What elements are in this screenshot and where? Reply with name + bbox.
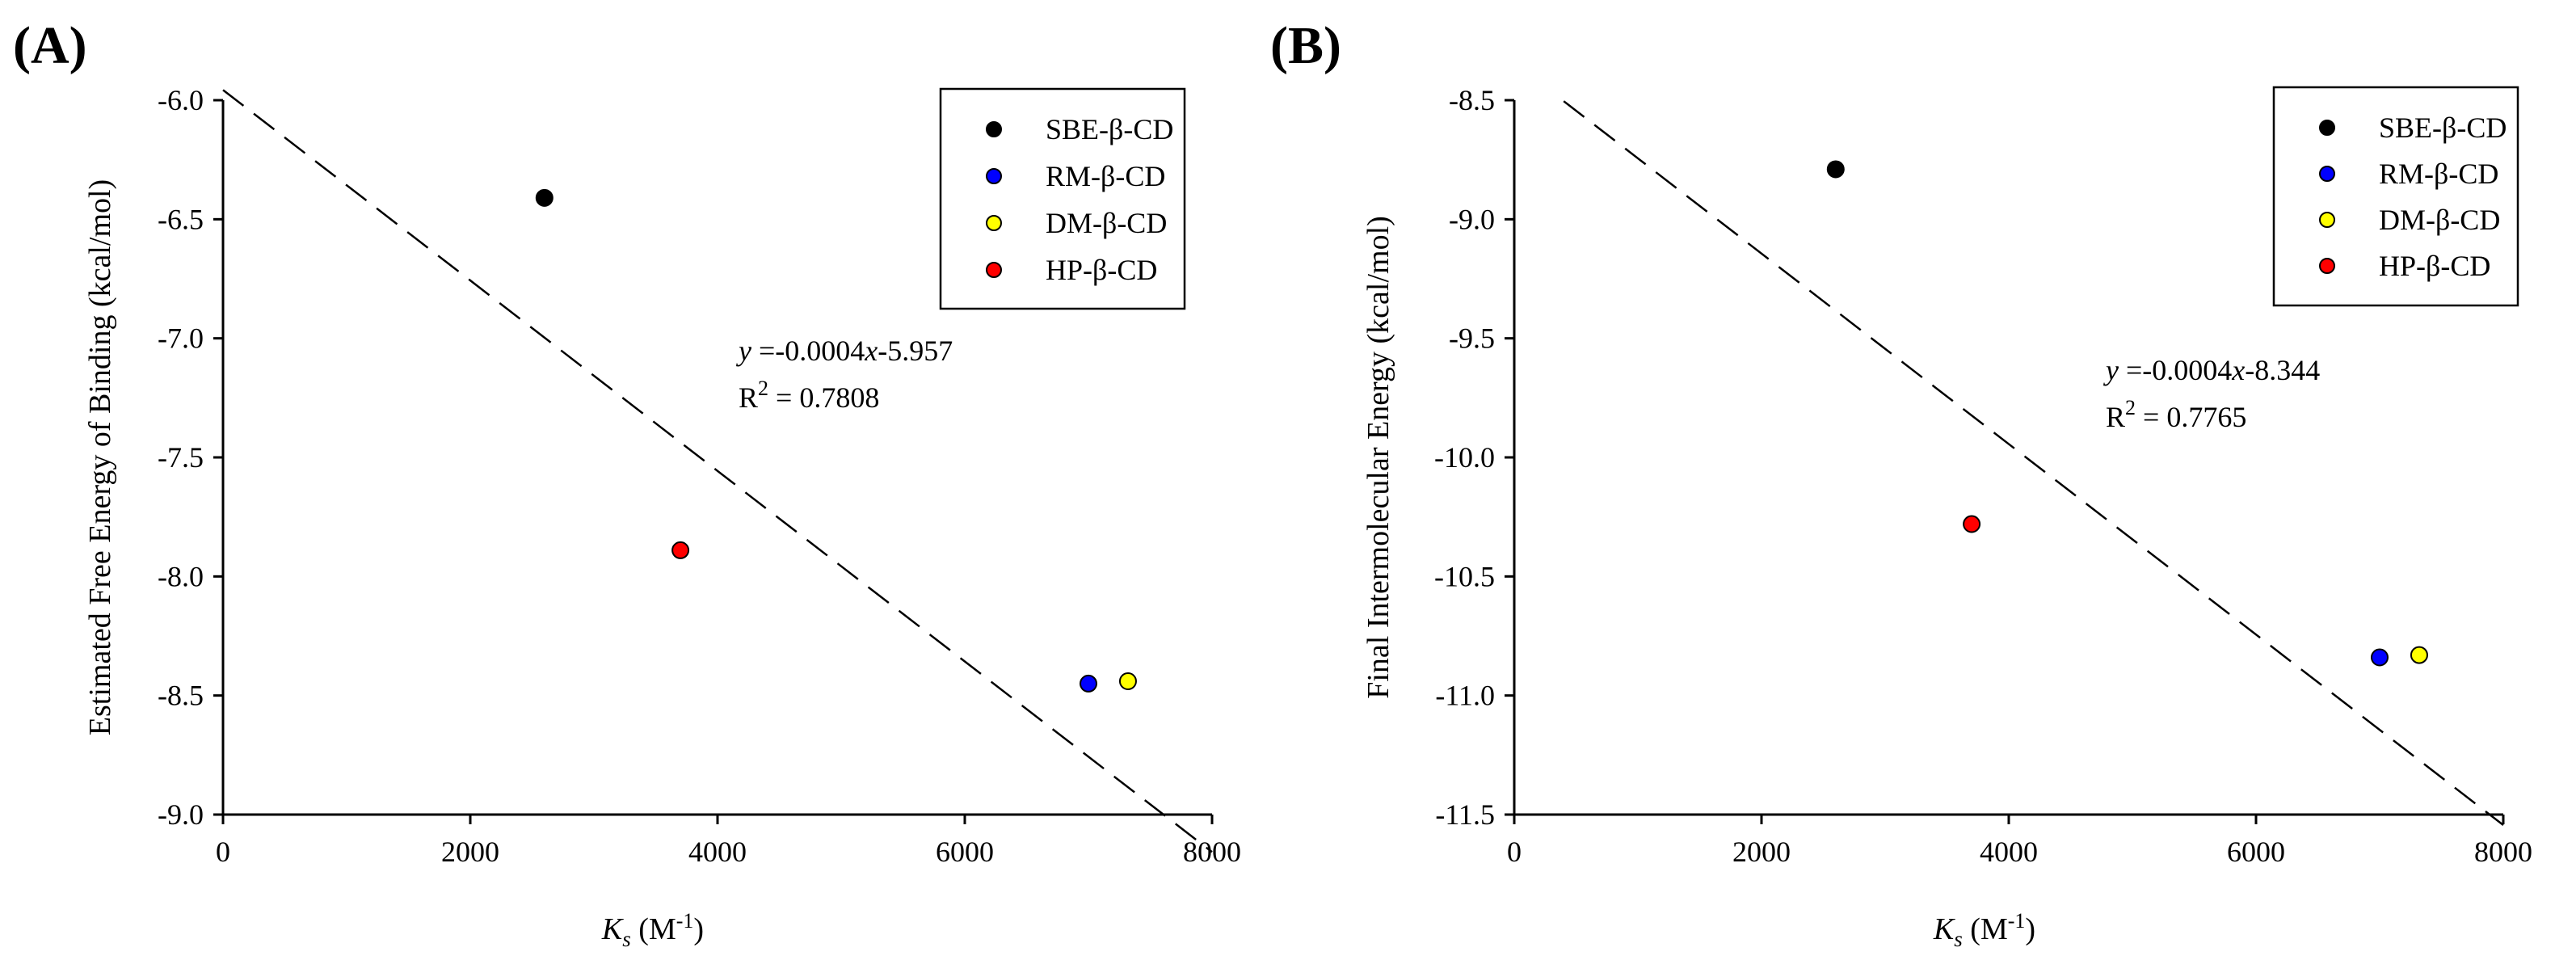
- panel-a: (A) -6.0 -6.5 -7.0 -7.5 -8.0 -8.5 -9.0 0 2000 40…: [13, 16, 1241, 951]
- panel-a-point-dm: [1118, 672, 1137, 690]
- panel-b-point-hp: [1963, 515, 1981, 533]
- panel-b-r-squared: R2 = 0.7765: [2106, 396, 2246, 433]
- panel-a-r2-post: = 0.7808: [768, 381, 879, 414]
- panel-a-y-tick-label: -7.5: [158, 441, 204, 474]
- panel-b-x-title-unit-end: ): [2025, 912, 2035, 946]
- panel-a-fit-equation: y =-0.0004x-5.957: [736, 335, 953, 367]
- panel-a-x-tick-label: 4000: [688, 836, 747, 868]
- panel-b-y-tick-label: -9.5: [1449, 322, 1495, 355]
- panel-b-points: [1826, 160, 2428, 667]
- panel-a-legend-marker-rm: [986, 168, 1002, 184]
- panel-b-eq-end: -8.344: [2245, 354, 2320, 386]
- panel-a-x-axis-title: Ks (M-1): [601, 909, 704, 951]
- panel-b-legend-label-sbe: SBE-β-CD: [2379, 112, 2507, 144]
- panel-b-eq-x: x: [2231, 354, 2245, 386]
- panel-a-point-rm: [1080, 674, 1097, 693]
- panel-a-legend-label-rm: RM-β-CD: [1046, 160, 1165, 192]
- panel-a-y-tick-label: -8.5: [158, 680, 204, 712]
- panel-a-y-tick-label: -8.0: [158, 560, 204, 592]
- panel-b-x-tick-label: 6000: [2227, 836, 2285, 868]
- panel-a-eq-end: -5.957: [878, 335, 953, 367]
- panel-a-x-title-sub: s: [622, 927, 631, 951]
- panel-b-y-tick-label: -10.0: [1434, 441, 1495, 474]
- panel-a-fit-line: [222, 89, 1213, 853]
- panel-a-r2-sup: 2: [758, 377, 768, 400]
- panel-b-fit-line: [1563, 100, 2504, 826]
- panel-a-eq-x: x: [864, 335, 878, 367]
- panel-b-point-dm: [2410, 646, 2428, 664]
- panel-a-y-tick-label: -6.0: [158, 84, 204, 116]
- panel-a-r-squared: R2 = 0.7808: [739, 377, 879, 414]
- panel-b-legend-marker-hp: [2319, 258, 2335, 274]
- panel-b-x-tick-label: 8000: [2474, 836, 2532, 868]
- panel-a-x-tick-label: 0: [216, 836, 230, 868]
- panel-b-y-tick-label: -8.5: [1449, 84, 1495, 116]
- panel-a-x-ticks: 0 2000 4000 6000 8000: [216, 815, 1241, 868]
- panel-a-y-tick-label: -6.5: [158, 203, 204, 235]
- panel-a-legend-box: [939, 87, 1186, 310]
- panel-b-y-ticks: -8.5 -9.0 -9.5 -10.0 -10.5 -11.0 -11.5: [1434, 84, 1514, 831]
- panel-a-y-tick-label: -9.0: [158, 798, 204, 831]
- panel-b-x-axis-title: Ks (M-1): [1933, 909, 2035, 951]
- panel-b-x-tick-label: 4000: [1980, 836, 2038, 868]
- panel-a-x-tick-label: 6000: [936, 836, 994, 868]
- panel-b-y-axis-title: Final Intermolecular Energy (kcal/mol): [1362, 216, 1395, 699]
- panel-b-legend-marker-dm: [2319, 212, 2335, 228]
- panel-b-r2-sup: 2: [2125, 396, 2136, 419]
- panel-b-x-tick-label: 0: [1507, 836, 1522, 868]
- panel-b-y-tick-label: -9.0: [1449, 203, 1495, 235]
- panel-a-x-tick-label: 2000: [441, 836, 499, 868]
- panel-b-y-tick-label: -10.5: [1434, 560, 1495, 592]
- panel-a-x-title-unit-end: ): [693, 912, 704, 946]
- panel-a-label: (A): [13, 16, 87, 75]
- panel-b-point-rm: [2371, 648, 2389, 667]
- panel-b-y-tick-label: -11.5: [1435, 798, 1495, 831]
- panel-b-legend-label-dm: DM-β-CD: [2379, 204, 2500, 236]
- panel-b-eq-y: y: [2103, 354, 2119, 386]
- panel-a-x-title-unit-sup: -1: [676, 909, 694, 933]
- panel-b-label: (B): [1270, 16, 1341, 75]
- panel-b-eq-mid: =-0.0004: [2119, 354, 2232, 386]
- panel-b-x-tick-label: 2000: [1732, 836, 1791, 868]
- panel-a-point-sbe: [535, 188, 554, 207]
- panel-a-y-tick-label: -7.0: [158, 322, 204, 355]
- panel-a-x-title-main: K: [601, 912, 624, 946]
- panel-b: (B) -8.5-9.0-9.5-10.0-10.5-11.0-11.5 0 20…: [1270, 16, 2532, 951]
- panel-a-legend: SBE-β-CD RM-β-CD DM-β-CD HP-β-CD: [939, 87, 1186, 310]
- panel-b-x-title-unit: (M: [1963, 912, 2008, 946]
- panel-b-fit-equation: y =-0.0004x-8.344: [2103, 354, 2320, 386]
- panel-a-legend-label-dm: DM-β-CD: [1046, 207, 1167, 239]
- panel-b-legend-box: [2272, 86, 2519, 307]
- panel-b-y-tick-label: -11.0: [1435, 680, 1495, 712]
- panel-a-points: [535, 188, 1137, 693]
- panel-b-legend-marker-rm: [2319, 166, 2335, 182]
- panel-b-x-ticks: 0 2000 4000 6000 8000: [1507, 815, 2532, 868]
- panel-b-x-title-main: K: [1933, 912, 1955, 946]
- panel-b-x-title-sub: s: [1954, 927, 1963, 951]
- panel-a-eq-mid: =-0.0004: [751, 335, 865, 367]
- panel-b-r2-pre: R: [2106, 401, 2125, 433]
- panel-b-legend: SBE-β-CD RM-β-CD DM-β-CD HP-β-CD: [2272, 86, 2519, 307]
- panel-a-point-hp: [671, 541, 690, 559]
- panel-b-r2-post: = 0.7765: [2136, 401, 2246, 433]
- panel-a-eq-y: y: [736, 335, 751, 367]
- panel-a-r2-pre: R: [739, 381, 758, 414]
- panel-a-y-ticks: -6.0 -6.5 -7.0 -7.5 -8.0 -8.5 -9.0: [158, 84, 223, 831]
- panel-b-point-sbe: [1826, 160, 1845, 179]
- panel-b-x-title-unit-sup: -1: [2008, 909, 2026, 933]
- panel-b-legend-label-rm: RM-β-CD: [2379, 158, 2498, 190]
- panel-a-legend-label-hp: HP-β-CD: [1046, 254, 1157, 286]
- panel-a-legend-label-sbe: SBE-β-CD: [1046, 113, 1173, 145]
- panel-a-x-title-unit: (M: [631, 912, 676, 946]
- panel-b-legend-label-hp: HP-β-CD: [2379, 250, 2490, 282]
- panel-a-legend-marker-hp: [986, 262, 1002, 278]
- panel-a-legend-marker-dm: [986, 215, 1002, 231]
- panel-a-legend-marker-sbe: [986, 121, 1002, 137]
- panel-a-y-axis-title: Estimated Free Energy of Binding (kcal/m…: [83, 179, 117, 735]
- panel-b-legend-marker-sbe: [2319, 120, 2335, 136]
